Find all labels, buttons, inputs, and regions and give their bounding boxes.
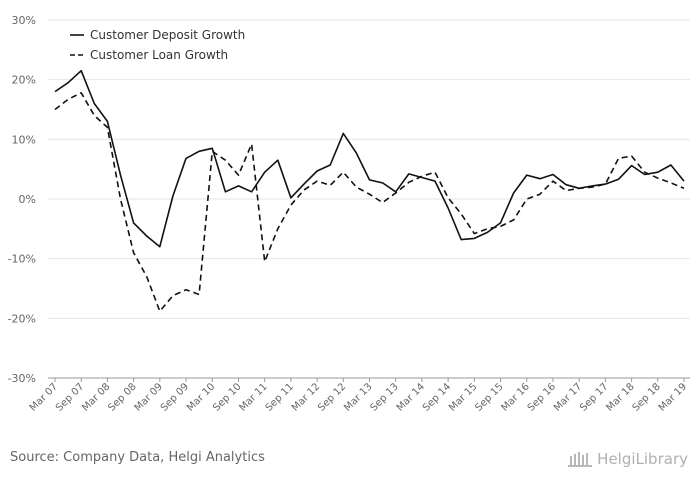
y-tick-label: 10% xyxy=(12,133,36,146)
x-tick-label: Sep 18 xyxy=(631,381,663,413)
x-tick-label: Sep 17 xyxy=(578,381,610,413)
loan-growth-line xyxy=(54,92,685,313)
x-tick-label: Sep 14 xyxy=(421,381,453,413)
x-tick-label: Sep 07 xyxy=(54,381,86,413)
y-tick-label: -10% xyxy=(8,253,36,266)
x-tick-label: Sep 10 xyxy=(211,381,243,413)
x-tick-label: Mar 15 xyxy=(447,381,479,413)
brand-logo: HelgiLibrary xyxy=(567,450,688,468)
x-tick-label: Mar 16 xyxy=(499,381,531,413)
library-building-icon xyxy=(568,452,593,467)
x-tick-label: Mar 18 xyxy=(604,381,636,413)
legend-label: Customer Deposit Growth xyxy=(90,28,245,42)
x-tick-label: Sep 12 xyxy=(316,381,348,413)
x-tick-label: Mar 14 xyxy=(395,381,427,413)
y-axis-ticks: 30% 20% 10% 0% -10% -20% -30% xyxy=(8,14,36,385)
legend-label: Customer Loan Growth xyxy=(90,48,228,62)
x-tick-label: Sep 13 xyxy=(368,381,400,413)
x-tick-label: Mar 09 xyxy=(133,381,165,413)
y-tick-label: -30% xyxy=(8,372,36,385)
deposit-growth-line xyxy=(54,69,685,248)
x-tick-label: Mar 19 xyxy=(657,381,689,413)
brand-name: HelgiLibrary xyxy=(597,450,688,468)
x-tick-label: Mar 10 xyxy=(185,381,217,413)
x-tick-label: Mar 17 xyxy=(552,381,584,413)
source-note: Source: Company Data, Helgi Analytics xyxy=(10,450,265,465)
y-tick-label: 0% xyxy=(19,193,36,206)
x-tick-label: Mar 07 xyxy=(28,381,60,413)
x-tick-label: Mar 13 xyxy=(342,381,374,413)
series-lines xyxy=(54,69,685,313)
x-tick-label: Sep 16 xyxy=(526,381,558,413)
x-tick-label: Mar 08 xyxy=(80,381,112,413)
y-tick-label: -20% xyxy=(8,312,36,325)
x-tick-label: Sep 09 xyxy=(159,381,191,413)
legend: Customer Deposit Growth Customer Loan Gro… xyxy=(70,28,245,62)
y-tick-label: 20% xyxy=(12,74,36,87)
x-tick-label: Sep 11 xyxy=(264,381,296,413)
x-tick-label: Sep 15 xyxy=(473,381,505,413)
y-tick-label: 30% xyxy=(12,14,36,27)
gridlines xyxy=(48,19,690,379)
x-tick-label: Mar 12 xyxy=(290,381,322,413)
x-tick-label: Mar 11 xyxy=(237,381,269,413)
x-tick-label: Sep 08 xyxy=(106,381,138,413)
